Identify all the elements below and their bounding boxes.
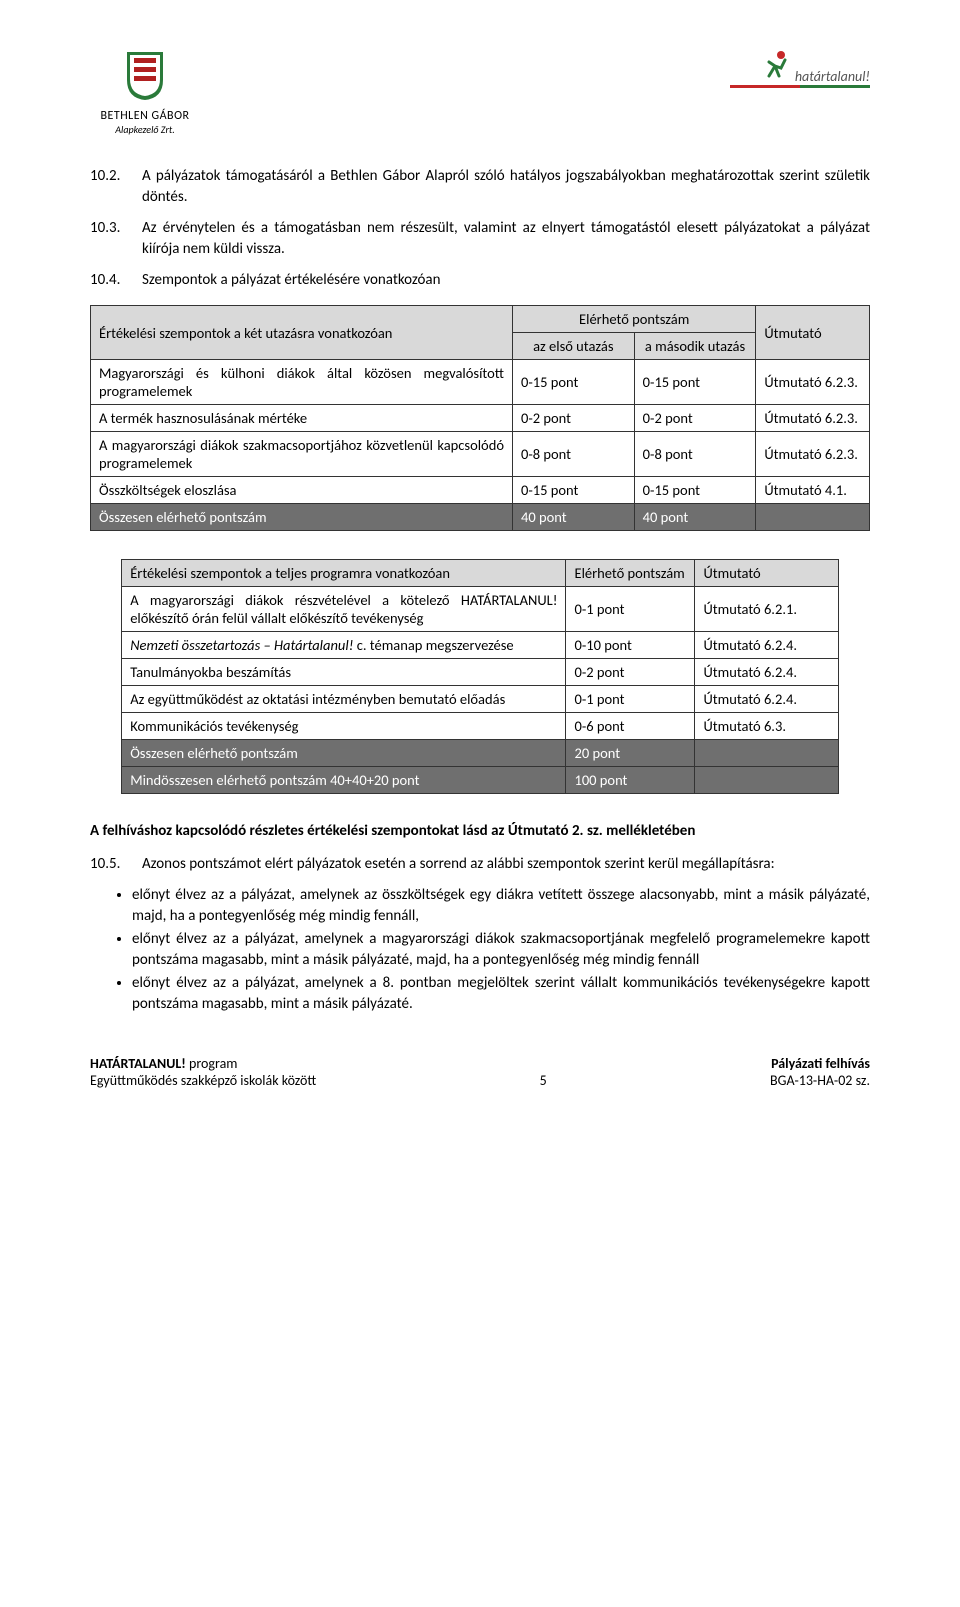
table-row: Nemzeti összetartozás – Határtalanul! c.… xyxy=(122,632,566,659)
t1-head-utm: Útmutató xyxy=(756,306,870,360)
evaluation-table-2: Értékelési szempontok a teljes programra… xyxy=(121,559,839,794)
footer-right: Pályázati felhívás BGA-13-HA-02 sz. xyxy=(770,1055,870,1089)
table-row: Magyarországi és külhoni diákok által kö… xyxy=(91,360,513,405)
table-row: Az együttműködést az oktatási intézményb… xyxy=(122,686,566,713)
t2-head-utm: Útmutató xyxy=(695,560,838,587)
t2-head-points: Elérhető pontszám xyxy=(566,560,695,587)
logo-left-name: BETHLEN GÁBOR xyxy=(90,109,200,123)
bullet-list: előnyt élvez az a pályázat, amelynek az … xyxy=(90,885,870,1015)
logo-bethlen: BETHLEN GÁBOR Alapkezelő Zrt. xyxy=(90,50,200,136)
evaluation-table-1: Értékelési szempontok a két utazásra von… xyxy=(90,305,870,531)
runner-icon xyxy=(761,50,791,80)
list-item: előnyt élvez az a pályázat, amelynek az … xyxy=(132,885,870,927)
table-row: A magyarországi diákok szakmacsoportjáho… xyxy=(91,432,513,477)
list-item: előnyt élvez az a pályázat, amelynek a m… xyxy=(132,929,870,971)
logo-right-underline xyxy=(730,85,870,88)
t1-head-second: a második utazás xyxy=(634,333,756,360)
t1-head-points: Elérhető pontszám xyxy=(512,306,755,333)
table-row: A magyarországi diákok részvételével a k… xyxy=(122,587,566,632)
table-row: Kommunikációs tevékenység xyxy=(122,713,566,740)
paragraph-10-3: 10.3. Az érvénytelen és a támogatásban n… xyxy=(90,218,870,260)
bold-note: A felhíváshoz kapcsolódó részletes érték… xyxy=(90,822,870,840)
footer-page-number: 5 xyxy=(540,1072,547,1089)
t2-total1-label: Összesen elérhető pontszám xyxy=(122,740,566,767)
shield-icon xyxy=(125,50,165,100)
paragraph-10-4: 10.4. Szempontok a pályázat értékelésére… xyxy=(90,270,870,291)
table-row: Összköltségek eloszlása xyxy=(91,477,513,504)
logo-right-text: határtalanul! xyxy=(795,68,870,85)
footer-left: HATÁRTALANUL! program Együttműködés szak… xyxy=(90,1055,316,1089)
page-header: BETHLEN GÁBOR Alapkezelő Zrt. határtalan… xyxy=(90,50,870,136)
logo-left-sub: Alapkezelő Zrt. xyxy=(90,123,200,136)
t2-head-main: Értékelési szempontok a teljes programra… xyxy=(122,560,566,587)
t2-total2-label: Mindösszesen elérhető pontszám 40+40+20 … xyxy=(122,767,566,794)
t1-total-label: Összesen elérhető pontszám xyxy=(91,504,513,531)
paragraph-10-2: 10.2. A pályázatok támogatásáról a Bethl… xyxy=(90,166,870,208)
table-row: Tanulmányokba beszámítás xyxy=(122,659,566,686)
t1-head-first: az első utazás xyxy=(512,333,634,360)
paragraph-10-5: 10.5.Azonos pontszámot elért pályázatok … xyxy=(90,854,870,875)
page-footer: HATÁRTALANUL! program Együttműködés szak… xyxy=(90,1055,870,1089)
table-row: A termék hasznosulásának mértéke xyxy=(91,405,513,432)
list-item: előnyt élvez az a pályázat, amelynek a 8… xyxy=(132,973,870,1015)
logo-hatartalanul: határtalanul! xyxy=(730,50,870,88)
t1-head-main: Értékelési szempontok a két utazásra von… xyxy=(91,306,513,360)
